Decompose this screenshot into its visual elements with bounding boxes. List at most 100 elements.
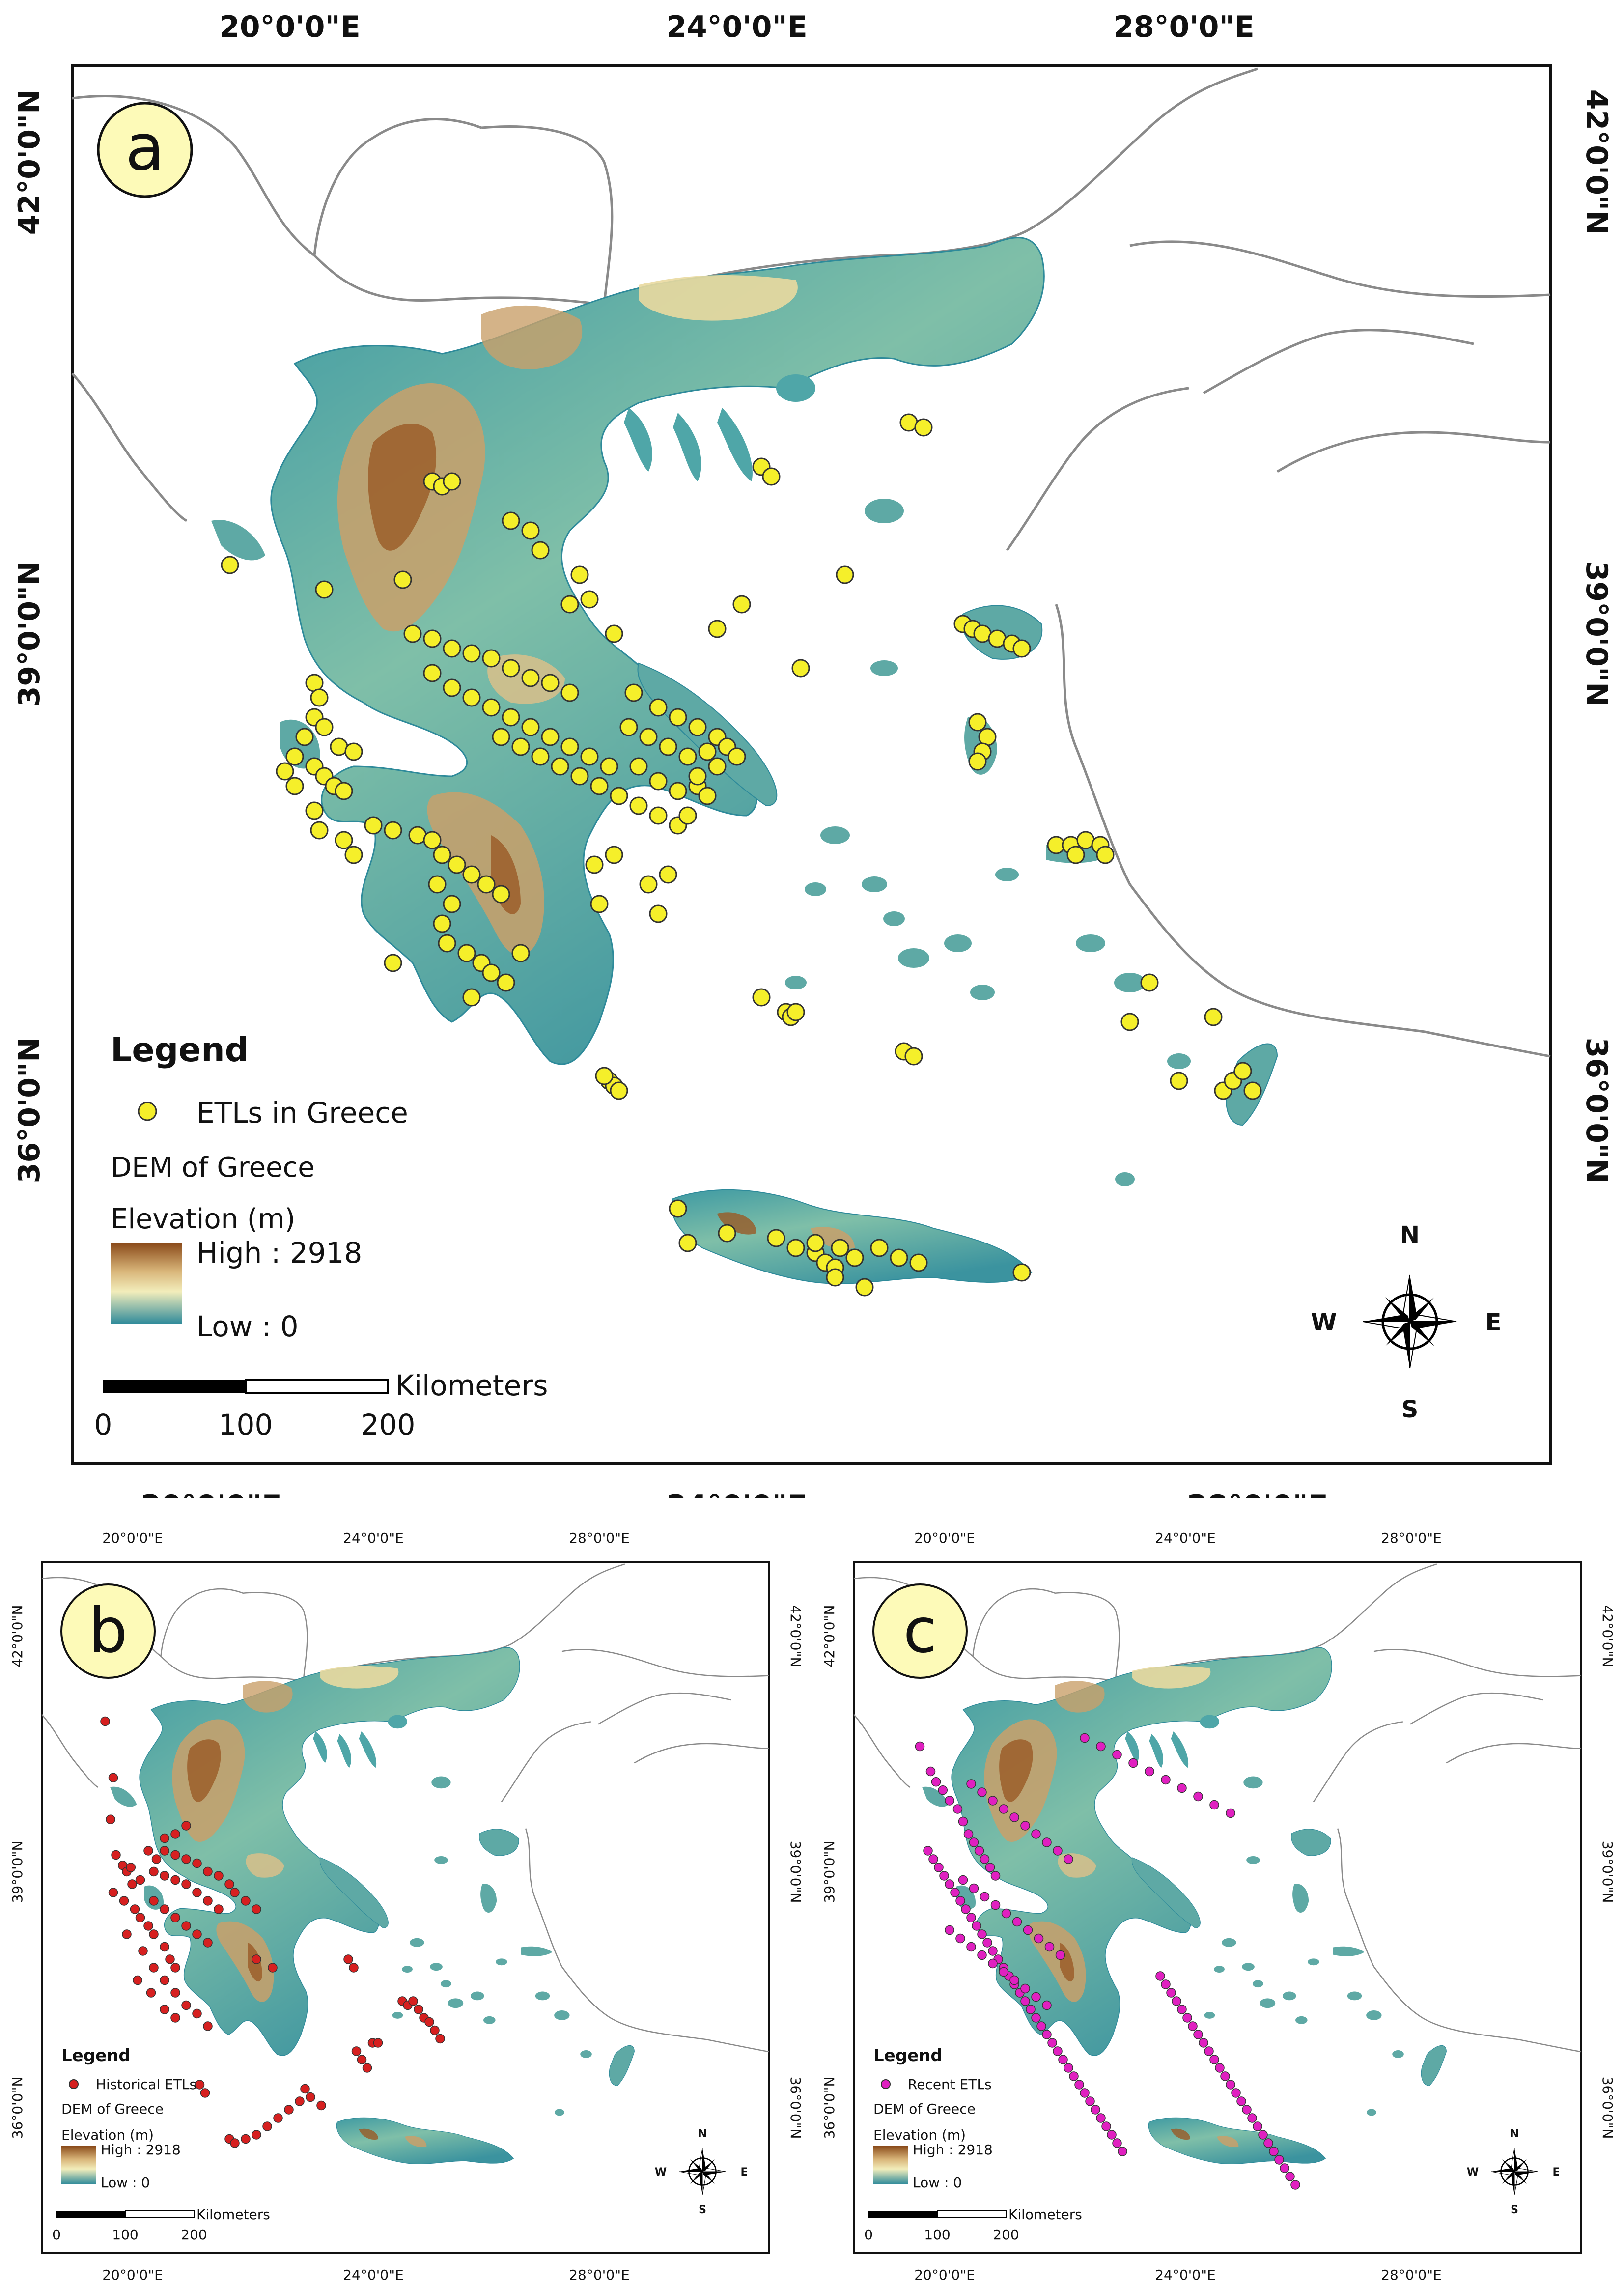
etl-point — [1193, 2030, 1203, 2039]
etl-point — [343, 1954, 353, 1964]
graticule-left: 42°0'0"N 39°0'0"N 36°0'0"N — [9, 1605, 26, 2139]
etl-point — [511, 944, 530, 962]
etl-point — [767, 1229, 785, 1247]
etl-point — [1177, 1783, 1187, 1793]
etl-point — [1193, 1791, 1203, 1802]
etl-point — [988, 1946, 998, 1956]
etl-point — [999, 1804, 1008, 1814]
legend-high-label: High : 2918 — [913, 2142, 993, 2158]
etl-point — [357, 2055, 367, 2064]
etl-point — [605, 624, 623, 643]
etl-point — [181, 1879, 191, 1889]
etl-point — [127, 1879, 137, 1889]
legend-point-symbol — [881, 2079, 891, 2089]
etl-point — [1031, 1992, 1041, 2002]
etl-point — [170, 1875, 180, 1885]
etl-point — [482, 698, 501, 717]
scale-tick: 100 — [112, 2227, 138, 2243]
etl-point — [448, 855, 466, 874]
etl-point — [966, 1942, 976, 1952]
scale-bar: Kilometers 0 100 200 — [94, 1369, 548, 1441]
etl-point — [433, 914, 451, 933]
etl-point — [1001, 1908, 1011, 1919]
etl-point — [1055, 1950, 1065, 1960]
lon-label: 28°0'0"E — [1187, 1489, 1328, 1498]
etl-point — [1042, 1837, 1052, 1847]
etl-point — [1101, 2121, 1111, 2131]
etl-point — [477, 875, 496, 894]
etl-point — [1231, 2088, 1241, 2098]
etl-point — [985, 1863, 995, 1872]
etl-point — [963, 1829, 974, 1839]
etl-point — [590, 895, 609, 913]
etl-point — [521, 718, 540, 736]
etl-point — [108, 1888, 118, 1897]
graticule-bottom: 20°0'0"E 24°0'0"E 28°0'0"E — [102, 2267, 630, 2283]
etl-point — [1177, 2005, 1187, 2014]
etl-point — [160, 1833, 169, 1843]
etl-point — [1091, 2105, 1100, 2115]
etl-point — [433, 846, 451, 864]
etl-point — [151, 1854, 162, 1864]
graticule-right: 42°0'0"N 39°0'0"N 36°0'0"N — [787, 1605, 804, 2139]
etl-point — [570, 767, 589, 786]
etl-point — [688, 718, 707, 736]
etl-point — [149, 1866, 159, 1877]
legend-low-label: Low : 0 — [913, 2175, 962, 2191]
etl-point — [649, 698, 668, 717]
etl-point — [806, 1234, 825, 1252]
etl-point — [969, 1837, 979, 1847]
etl-point — [160, 1904, 169, 1914]
etl-point — [915, 1741, 925, 1752]
etl-point — [1020, 1996, 1030, 2006]
etl-point — [669, 1199, 687, 1218]
compass-s: S — [1511, 2204, 1518, 2216]
etl-point — [1269, 2147, 1279, 2156]
etl-point — [977, 1950, 987, 1960]
etl-point — [203, 1896, 213, 1906]
etl-point — [980, 1892, 990, 1902]
etl-point — [531, 541, 550, 560]
etl-point — [335, 782, 353, 800]
etl-point — [945, 1925, 954, 1935]
etl-point — [639, 728, 658, 746]
lat-label: 36°0'0"N — [821, 2077, 838, 2139]
lat-label: 39°0'0"N — [821, 1841, 838, 1903]
etl-point — [1074, 2080, 1084, 2090]
legend-dem-label: DEM of Greece — [61, 2101, 164, 2117]
graticule-top: 20°0'0"E 24°0'0"E 28°0'0"E — [102, 1530, 630, 1546]
etl-point — [1053, 2046, 1063, 2056]
compass-n: N — [1400, 1221, 1420, 1249]
etl-point — [649, 806, 668, 825]
etl-point — [968, 752, 987, 771]
etl-point — [384, 954, 402, 972]
etl-point — [934, 1863, 944, 1872]
etl-point — [855, 1278, 874, 1297]
etl-point — [708, 757, 727, 776]
etl-point — [1034, 1933, 1044, 1944]
etl-point — [170, 1913, 180, 1922]
etl-point — [230, 1888, 240, 1897]
lon-label: 24°0'0"E — [1155, 2267, 1216, 2283]
legend-point-symbol — [69, 2079, 79, 2089]
legend-low-label: Low : 0 — [101, 2175, 150, 2191]
etl-point — [890, 1248, 908, 1267]
etl-point — [1204, 2046, 1214, 2056]
etl-point — [192, 1858, 202, 1868]
panel-label: c — [903, 1595, 937, 1667]
etl-point — [938, 1785, 948, 1795]
etl-point — [972, 1921, 981, 1931]
etl-point — [438, 934, 456, 953]
etl-point — [826, 1268, 844, 1287]
lat-label: 36°0'0"N — [1579, 1038, 1614, 1184]
lon-label: 28°0'0"E — [1381, 1530, 1442, 1546]
graticule-bottom: 20°0'0"E 24°0'0"E 28°0'0"E — [140, 1489, 1328, 1523]
etl-point — [570, 565, 589, 584]
etl-point — [1220, 2071, 1230, 2081]
lat-label: 39°0'0"N — [1599, 1841, 1616, 1903]
etl-point — [315, 718, 334, 736]
etl-point — [108, 1773, 118, 1782]
etl-point — [349, 1963, 359, 1973]
graticule-right: 42°0'0"N 39°0'0"N 36°0'0"N — [1599, 1605, 1616, 2139]
etl-point — [428, 875, 447, 894]
